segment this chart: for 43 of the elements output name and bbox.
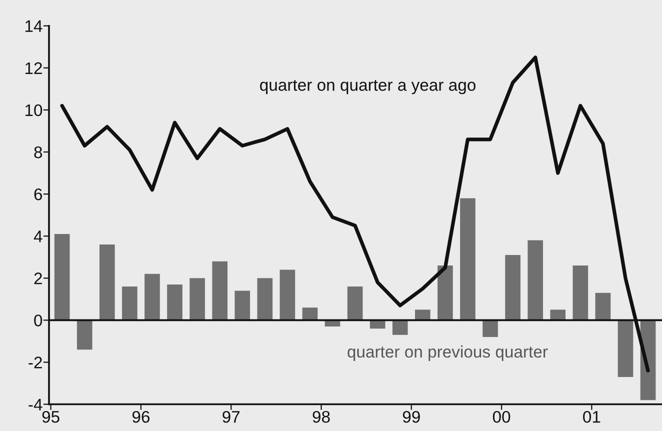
bar bbox=[347, 286, 363, 320]
x-tick-label: 00 bbox=[492, 410, 510, 423]
series-label: quarter on previous quarter bbox=[348, 345, 548, 361]
bar bbox=[618, 320, 634, 377]
bar bbox=[257, 278, 273, 320]
bar bbox=[212, 261, 228, 320]
y-tick-label: 6 bbox=[34, 188, 42, 200]
bar bbox=[76, 320, 92, 350]
bar bbox=[392, 320, 408, 335]
bar bbox=[144, 274, 160, 320]
x-tick-label: 97 bbox=[222, 410, 240, 423]
bar bbox=[280, 270, 296, 320]
y-tick-label: 2 bbox=[34, 272, 42, 284]
x-tick-label: 99 bbox=[402, 410, 420, 423]
y-tick-label: 10 bbox=[25, 104, 42, 116]
bar bbox=[595, 292, 611, 320]
x-tick-label: 98 bbox=[312, 410, 330, 423]
bar bbox=[234, 290, 250, 320]
bar bbox=[122, 286, 138, 320]
x-tick-label: 96 bbox=[132, 410, 150, 423]
bar bbox=[505, 255, 520, 320]
bar bbox=[482, 320, 498, 338]
y-tick-label: -4 bbox=[28, 398, 42, 410]
bar bbox=[572, 266, 588, 320]
bar bbox=[550, 310, 566, 320]
series-label: quarter on quarter a year ago bbox=[260, 80, 476, 94]
y-tick-label: 12 bbox=[25, 62, 42, 74]
y-tick-label: 8 bbox=[34, 146, 42, 158]
x-tick-label: 95 bbox=[42, 410, 60, 423]
y-tick-label: 4 bbox=[34, 230, 42, 242]
bar bbox=[414, 310, 430, 320]
y-tick-label: -2 bbox=[28, 356, 42, 368]
bar bbox=[190, 278, 205, 320]
bar bbox=[302, 308, 318, 320]
bar bbox=[438, 266, 453, 320]
bar bbox=[99, 244, 115, 320]
bar bbox=[460, 198, 476, 320]
y-tick-label: 14 bbox=[25, 20, 42, 32]
x-tick-label: 01 bbox=[583, 410, 600, 423]
bar bbox=[54, 234, 70, 320]
bar bbox=[528, 240, 544, 320]
bar bbox=[167, 284, 182, 320]
y-tick-label: 0 bbox=[34, 314, 42, 326]
